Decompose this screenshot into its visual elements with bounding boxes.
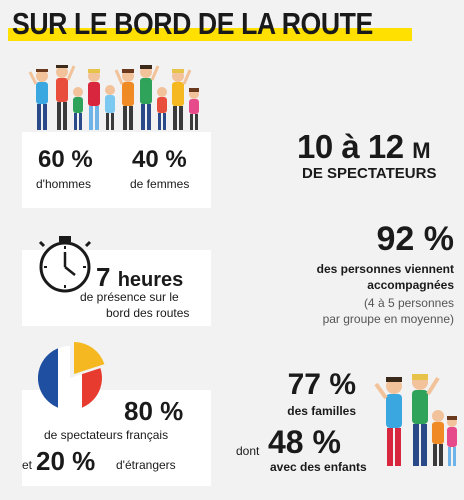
accompanied-line-1: des personnes viennent (316, 262, 454, 276)
person-3 (73, 87, 83, 130)
spectators-number: 10 à 12 (297, 128, 404, 165)
family-illustration (374, 374, 457, 466)
person-9 (172, 69, 192, 130)
foreign-label: d'étrangers (116, 458, 176, 472)
person-1 (28, 69, 48, 130)
women-value: 40 % (132, 146, 187, 173)
person-8 (157, 87, 167, 130)
person-5 (105, 85, 115, 130)
page-title: SUR LE BORD DE LA ROUTE (12, 6, 373, 41)
families-value: 77 % (287, 368, 356, 401)
family-adult-2 (412, 374, 440, 466)
accompanied-value: 92 % (376, 220, 455, 258)
accompanied-line-3: (4 à 5 personnes (363, 296, 454, 310)
duration-unit: heures (117, 269, 184, 291)
person-10 (189, 88, 199, 130)
dont-word: dont (236, 444, 260, 458)
accompanied-line-2: accompagnées (367, 278, 454, 292)
spectators-unit: M (412, 138, 431, 163)
french-value: 80 % (124, 396, 184, 426)
duration-number: 7 (96, 262, 111, 292)
french-label: de spectateurs français (44, 428, 169, 442)
stopwatch-icon (38, 236, 92, 293)
nationality-card (22, 390, 211, 486)
duration-value: 7 heures (96, 262, 183, 293)
children-label: avec des enfants (270, 460, 367, 474)
duration-line-1: de présence sur le (80, 290, 179, 304)
children-value: 48 % (268, 424, 341, 460)
title-highlight (8, 28, 412, 41)
person-6 (114, 69, 134, 130)
accompanied-line-4: par groupe en moyenne) (322, 312, 454, 326)
duration-line-2: bord des routes (106, 306, 190, 320)
and-word: et (22, 458, 33, 472)
spectators-label: DE SPECTATEURS (302, 165, 437, 182)
men-label: d'hommes (36, 177, 91, 191)
gender-card (22, 132, 211, 208)
family-child-2 (447, 416, 457, 466)
foreign-value: 20 % (36, 446, 96, 476)
spectators-value: 10 à 12 M (297, 128, 431, 166)
person-4 (88, 69, 100, 130)
person-7 (140, 65, 160, 130)
family-adult-1 (374, 377, 402, 466)
family-child-1 (432, 410, 444, 466)
families-label: des familles (287, 404, 356, 418)
crowd-illustration (28, 65, 199, 130)
men-value: 60 % (38, 146, 93, 173)
women-label: de femmes (130, 177, 190, 191)
flag-pie-icon (37, 342, 105, 410)
person-2 (56, 65, 76, 130)
